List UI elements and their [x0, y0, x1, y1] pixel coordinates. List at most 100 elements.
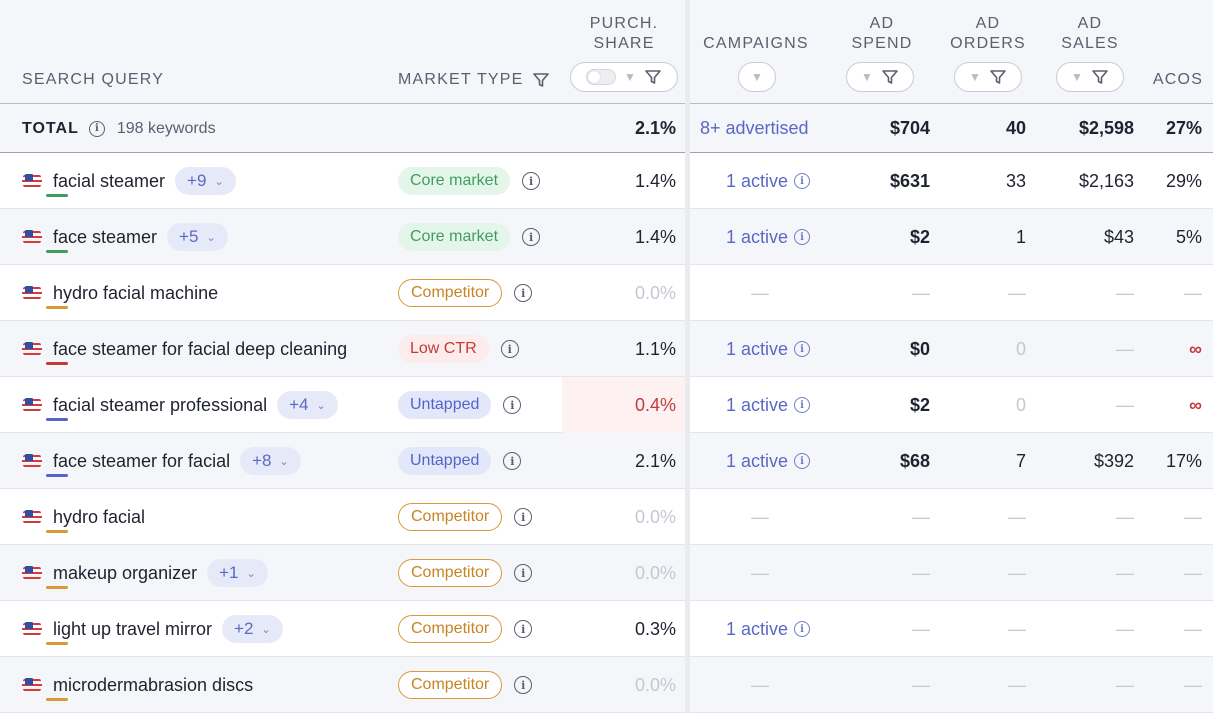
variants-pill[interactable]: +4 ⌄ — [277, 391, 338, 419]
info-icon[interactable]: i — [794, 397, 811, 413]
info-icon[interactable]: i — [500, 340, 519, 358]
info-icon[interactable]: i — [794, 173, 811, 189]
total-row: TOTAL i 198 keywords 2.1% 8+ advertised … — [0, 104, 1213, 153]
table-row[interactable]: microdermabrasion discs Competitor i 0.0… — [0, 657, 1213, 713]
campaigns-cell[interactable]: 1 active i — [700, 321, 820, 377]
variants-pill[interactable]: +2 ⌄ — [222, 615, 283, 643]
table-row[interactable]: hydro facial Competitor i 0.0% — — — — — — [0, 489, 1213, 545]
purch-share-cell: 1.4% — [634, 226, 676, 247]
market-indicator — [46, 362, 68, 365]
info-icon[interactable]: i — [794, 621, 811, 637]
search-query-text[interactable]: microdermabrasion discs — [53, 674, 254, 695]
filter-icon[interactable] — [1091, 68, 1109, 86]
market-type-badge[interactable]: Competitor — [398, 671, 503, 699]
variants-pill[interactable]: +8 ⌄ — [240, 447, 301, 475]
info-icon[interactable]: i — [522, 172, 541, 190]
column-header-acos[interactable]: ACOS — [1152, 71, 1204, 88]
info-icon[interactable]: i — [514, 508, 533, 526]
column-header-market-type[interactable]: MARKET TYPE — [398, 70, 550, 90]
campaigns-cell[interactable]: 1 active i — [700, 153, 820, 209]
search-query-text[interactable]: facial steamer professional — [53, 394, 268, 415]
info-icon[interactable]: i — [794, 229, 811, 245]
filter-icon[interactable] — [989, 68, 1007, 86]
chevron-down-icon: ⌄ — [246, 567, 256, 580]
campaigns-cell[interactable]: 1 active i — [700, 377, 820, 433]
column-header-ad-orders[interactable]: AD ORDERS — [948, 14, 1028, 54]
search-query-text[interactable]: facial steamer — [53, 170, 166, 191]
table-row[interactable]: hydro facial machine Competitor i 0.0% —… — [0, 265, 1213, 321]
search-query-text[interactable]: hydro facial machine — [53, 282, 219, 303]
sort-triangle-icon: ▼ — [1071, 70, 1083, 84]
table-row[interactable]: facial steamer professional +4 ⌄ Untapped… — [0, 377, 1213, 433]
campaigns-cell[interactable]: 1 active i — [700, 433, 820, 489]
market-cell: Untapped i — [398, 377, 522, 433]
total-ad-sales: $2,598 — [1078, 118, 1134, 138]
info-icon[interactable]: i — [503, 396, 522, 414]
market-type-badge[interactable]: Low CTR — [398, 335, 489, 363]
campaigns-text[interactable]: 1 active — [726, 618, 789, 639]
column-header-ad-spend[interactable]: AD SPEND — [846, 14, 918, 54]
ad-sales-filter[interactable]: ▼ — [1056, 62, 1124, 92]
campaigns-cell[interactable]: — — [700, 545, 820, 601]
market-type-badge[interactable]: Competitor — [398, 559, 503, 587]
toggle-switch[interactable] — [586, 69, 617, 85]
campaigns-cell[interactable]: — — [700, 265, 820, 321]
info-icon[interactable]: i — [514, 564, 533, 582]
table-row[interactable]: face steamer +5 ⌄ Core market i 1.4% 1 ac… — [0, 209, 1213, 265]
variants-pill[interactable]: +1 ⌄ — [207, 559, 268, 587]
filter-icon[interactable] — [532, 71, 550, 89]
market-type-badge[interactable]: Competitor — [398, 279, 503, 307]
info-icon[interactable]: i — [503, 452, 522, 470]
campaigns-filter[interactable]: ▼ — [738, 62, 776, 92]
column-header-search-query[interactable]: SEARCH QUERY — [22, 71, 165, 88]
info-icon[interactable]: i — [514, 284, 533, 302]
table-row[interactable]: facial steamer +9 ⌄ Core market i 1.4% 1 … — [0, 153, 1213, 209]
variants-pill[interactable]: +9 ⌄ — [175, 167, 236, 195]
ad-orders-filter[interactable]: ▼ — [954, 62, 1022, 92]
campaigns-cell[interactable]: 1 active i — [700, 209, 820, 265]
column-header-purch-share[interactable]: PURCH. SHARE — [580, 14, 668, 54]
market-type-badge[interactable]: Untapped — [398, 391, 492, 419]
market-type-badge[interactable]: Core market — [398, 167, 511, 195]
purch-share-cell: 0.0% — [634, 674, 676, 695]
table-row[interactable]: light up travel mirror +2 ⌄ Competitor i … — [0, 601, 1213, 657]
campaigns-cell[interactable]: — — [700, 657, 820, 713]
campaigns-text[interactable]: 1 active — [726, 394, 789, 415]
info-icon[interactable]: i — [522, 228, 541, 246]
search-query-text[interactable]: hydro facial — [53, 506, 146, 527]
table-row[interactable]: face steamer for facial +8 ⌄ Untapped i 2… — [0, 433, 1213, 489]
info-icon[interactable]: i — [88, 120, 105, 137]
market-type-badge[interactable]: Untapped — [398, 447, 492, 475]
total-ad-orders: 40 — [1005, 118, 1026, 138]
search-query-text[interactable]: face steamer for facial deep cleaning — [53, 338, 348, 359]
column-header-campaigns[interactable]: CAMPAIGNS — [703, 35, 809, 52]
campaigns-text[interactable]: 1 active — [726, 226, 789, 247]
campaigns-cell[interactable]: — — [700, 489, 820, 545]
query-cell: facial steamer professional +4 ⌄ — [22, 377, 338, 433]
campaigns-text[interactable]: 1 active — [726, 170, 789, 191]
search-query-text[interactable]: face steamer — [53, 226, 158, 247]
market-type-badge[interactable]: Competitor — [398, 615, 503, 643]
campaigns-cell[interactable]: 1 active i — [700, 601, 820, 657]
column-header-ad-sales[interactable]: AD SALES — [1054, 14, 1126, 54]
market-type-badge[interactable]: Core market — [398, 223, 511, 251]
variants-pill[interactable]: +5 ⌄ — [167, 223, 228, 251]
search-query-text[interactable]: makeup organizer — [53, 562, 198, 583]
campaigns-text[interactable]: 1 active — [726, 338, 789, 359]
info-icon[interactable]: i — [514, 676, 533, 694]
ad-spend-filter[interactable]: ▼ — [846, 62, 914, 92]
table-row[interactable]: face steamer for facial deep cleaning Lo… — [0, 321, 1213, 377]
info-icon[interactable]: i — [794, 453, 811, 469]
ad-orders-cell: — — [1008, 618, 1026, 639]
campaigns-text[interactable]: 1 active — [726, 450, 789, 471]
info-icon[interactable]: i — [794, 341, 811, 357]
table-row[interactable]: makeup organizer +1 ⌄ Competitor i 0.0% —… — [0, 545, 1213, 601]
total-campaigns-link[interactable]: 8+ advertised — [700, 118, 809, 138]
search-query-text[interactable]: light up travel mirror — [53, 618, 213, 639]
filter-icon[interactable] — [881, 68, 899, 86]
info-icon[interactable]: i — [514, 620, 533, 638]
purch-share-filter[interactable]: ▼ — [570, 62, 678, 92]
search-query-text[interactable]: face steamer for facial — [53, 450, 231, 471]
market-type-badge[interactable]: Competitor — [398, 503, 503, 531]
filter-icon[interactable] — [644, 68, 662, 86]
